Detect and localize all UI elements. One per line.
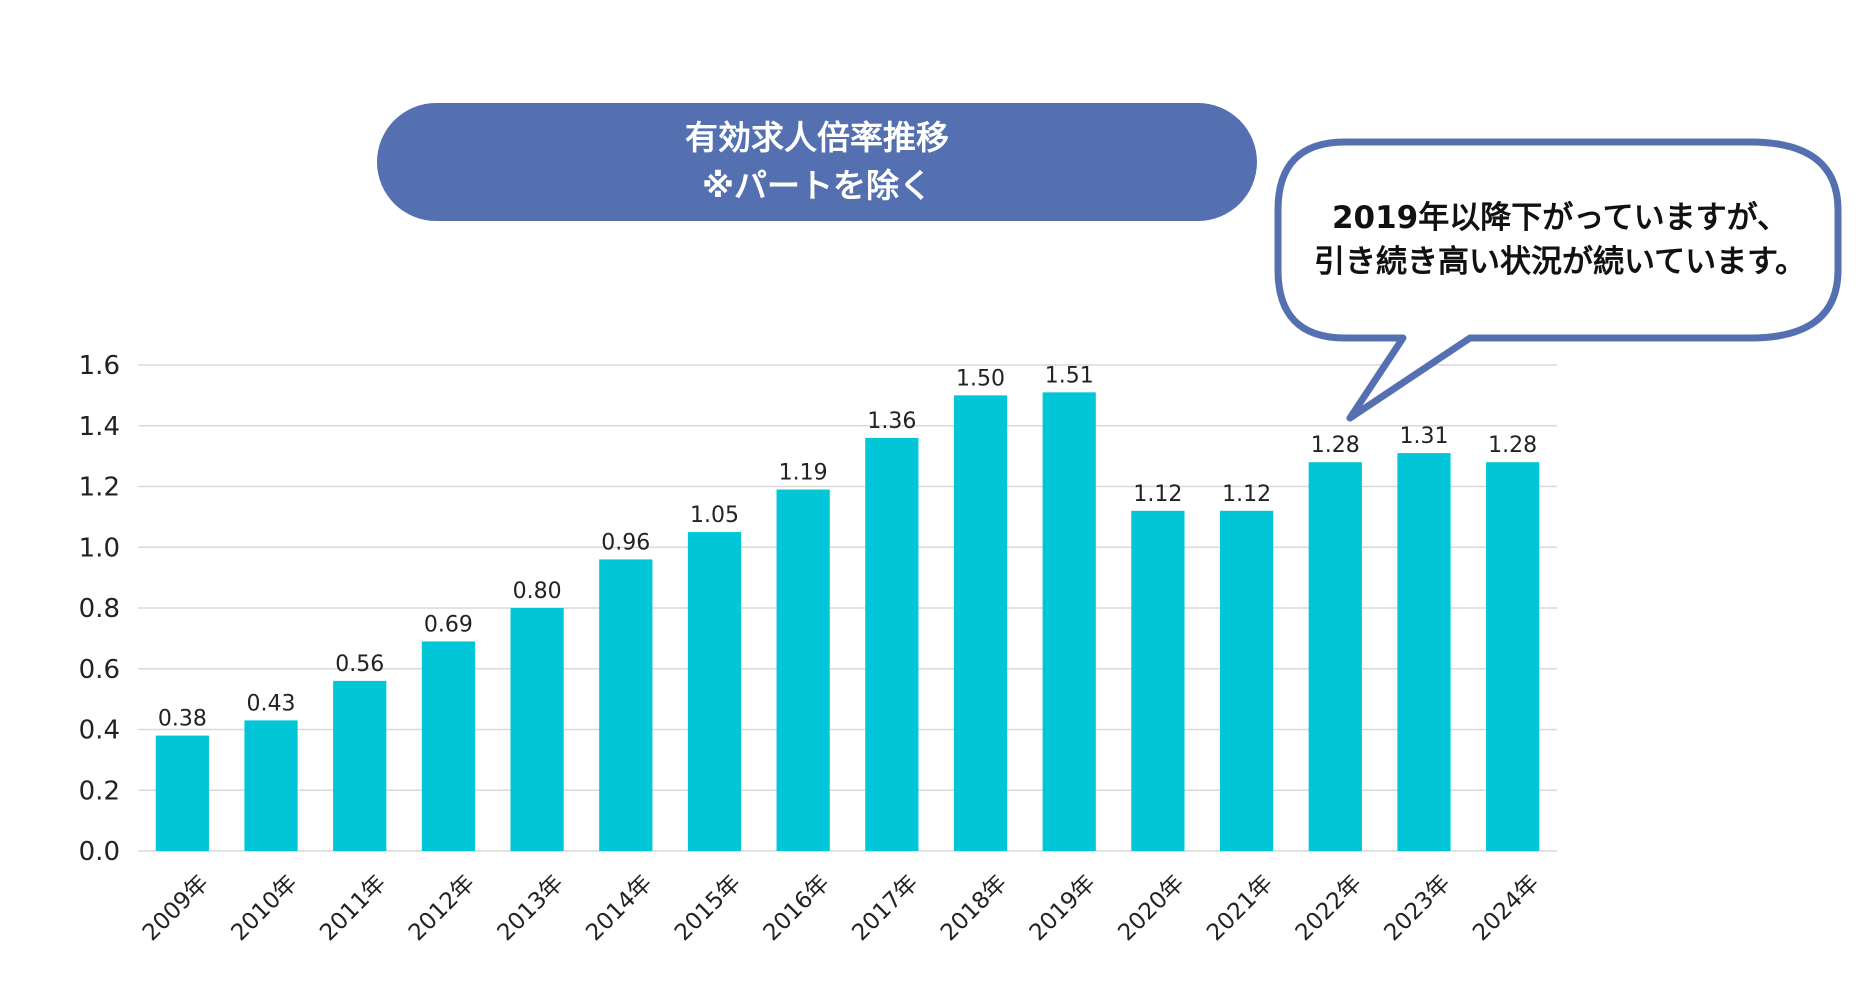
- x-tick-label: 2024年: [1468, 870, 1544, 946]
- callout-annotation: 2019年以降下がっていますが、 引き続き高い状況が続いています。: [1290, 196, 1830, 284]
- x-tick-label: 2014年: [581, 870, 657, 946]
- bar: [776, 489, 830, 851]
- bar: [1219, 510, 1274, 851]
- chart-title-line-2: ※パートを除く: [701, 166, 933, 205]
- bar: [421, 641, 476, 851]
- y-tick-label: 0.0: [79, 837, 120, 867]
- y-tick-label: 1.4: [79, 412, 120, 442]
- x-tick-label: 2018年: [936, 870, 1012, 946]
- bar: [155, 735, 209, 851]
- data-label: 0.80: [513, 579, 562, 604]
- data-label: 1.28: [1488, 433, 1537, 458]
- x-tick-label: 2023年: [1379, 870, 1455, 946]
- x-tick-label: 2009年: [138, 870, 214, 946]
- data-label: 0.56: [335, 652, 384, 677]
- y-tick-label: 0.4: [79, 716, 120, 746]
- bar: [1042, 392, 1096, 851]
- y-tick-label: 0.2: [79, 776, 120, 806]
- x-tick-label: 2021年: [1202, 870, 1278, 946]
- bar: [1308, 462, 1362, 851]
- callout-line-2: 引き続き高い状況が続いています。: [1314, 244, 1806, 280]
- data-label: 0.69: [424, 612, 473, 637]
- chart-title-line-1: 有効求人倍率推移: [685, 118, 949, 157]
- bar: [599, 559, 653, 851]
- y-tick-label: 1.0: [79, 533, 120, 563]
- bar: [953, 395, 1008, 851]
- bar: [333, 680, 387, 851]
- data-label: 1.50: [956, 366, 1005, 391]
- data-label: 1.51: [1045, 363, 1094, 388]
- x-tick-label: 2010年: [227, 870, 303, 946]
- x-tick-label: 2022年: [1291, 870, 1367, 946]
- bar: [510, 608, 564, 851]
- x-tick-label: 2015年: [670, 870, 746, 946]
- data-label: 0.43: [247, 691, 296, 716]
- callout-bubble: [1274, 138, 1842, 422]
- bar: [1131, 510, 1185, 851]
- x-tick-label: 2020年: [1113, 870, 1189, 946]
- y-axis: 0.0 0.2 0.4 0.6 0.8 1.0 1.2 1.4 1.6: [79, 351, 120, 867]
- bar: [865, 437, 919, 851]
- x-tick-label: 2017年: [847, 870, 923, 946]
- y-tick-label: 0.8: [79, 594, 120, 624]
- data-label: 1.28: [1311, 433, 1360, 458]
- chart-title: 有効求人倍率推移 ※パートを除く: [377, 103, 1257, 221]
- value-labels: 0.38 0.43 0.56 0.69 0.80 0.96 1.05 1.19 1.36 1.50…: [158, 363, 1537, 731]
- bar: [1397, 453, 1451, 851]
- data-label: 1.12: [1222, 482, 1271, 507]
- data-label: 1.12: [1133, 482, 1182, 507]
- y-tick-label: 1.2: [79, 473, 120, 503]
- x-tick-label: 2019年: [1025, 870, 1101, 946]
- bar: [1486, 462, 1540, 851]
- x-tick-label: 2011年: [315, 870, 391, 946]
- data-label: 1.36: [867, 409, 916, 434]
- x-tick-label: 2012年: [404, 870, 480, 946]
- data-label: 0.38: [158, 707, 207, 732]
- data-label: 0.96: [601, 530, 650, 555]
- data-label: 1.19: [779, 461, 828, 486]
- bars: [155, 392, 1540, 851]
- x-tick-label: 2013年: [493, 870, 569, 946]
- bar: [687, 532, 742, 851]
- x-axis: 2009年 2010年 2011年 2012年 2013年 2014年 2015年 2016年…: [138, 870, 1544, 946]
- y-tick-label: 1.6: [79, 351, 120, 381]
- data-label: 1.05: [690, 503, 739, 528]
- y-tick-label: 0.6: [79, 655, 120, 685]
- data-label: 1.31: [1399, 424, 1448, 449]
- callout-line-1: 2019年以降下がっていますが、: [1331, 200, 1789, 236]
- bar: [244, 720, 298, 851]
- x-tick-label: 2016年: [759, 870, 835, 946]
